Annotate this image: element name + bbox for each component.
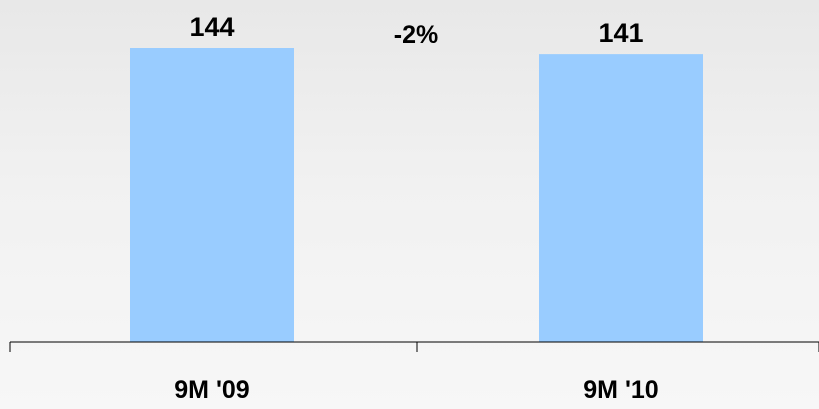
x-axis-ticks [9,342,819,352]
bar-value-label: 144 [189,12,234,42]
bar-1 [130,48,294,342]
bar-value-label: 141 [598,18,643,48]
bars-layer [130,48,703,342]
category-label: 9M '10 [583,376,658,404]
category-label: 9M '09 [174,376,249,404]
labels-layer: 144 9M '09 141 9M '10 [174,12,658,404]
change-annotation: -2% [394,21,438,49]
bar-2 [539,54,703,342]
